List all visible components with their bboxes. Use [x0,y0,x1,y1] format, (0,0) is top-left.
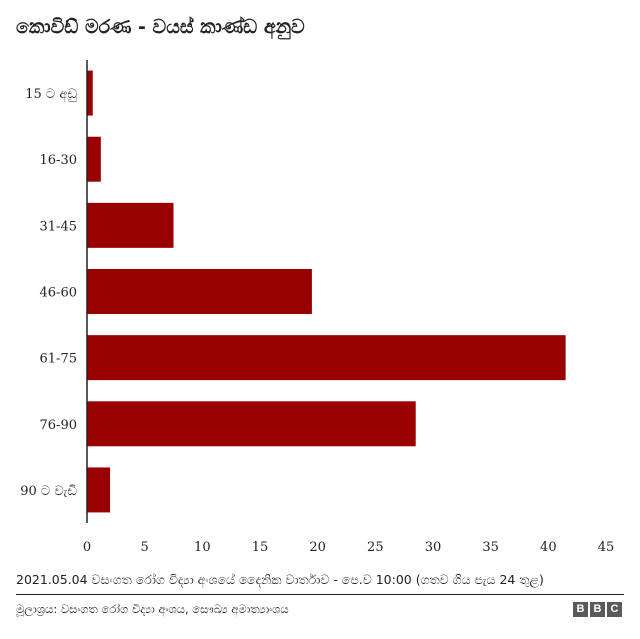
bar [87,401,416,447]
category-label: 90 ට වැඩි [20,484,77,499]
x-tick-label: 0 [83,540,91,555]
x-tick-label: 40 [540,540,557,555]
x-tick-label: 20 [309,540,326,555]
footer-divider [16,594,624,595]
x-tick-label: 35 [482,540,499,555]
bar [87,70,93,116]
bbc-logo-letter: B [573,602,588,617]
category-label: 16-30 [40,153,77,168]
x-tick-label: 30 [425,540,442,555]
bbc-logo-letter: C [607,602,622,617]
bar [87,269,312,314]
x-tick-label: 5 [141,540,149,555]
bbc-logo: B B C [573,602,622,617]
bar [87,467,111,513]
category-label: 15 ට අඩු [25,87,77,102]
x-tick-labels: 0 5 10 15 20 25 30 35 40 45 [83,540,614,555]
x-tick-label: 45 [598,540,615,555]
bars-group [87,70,566,513]
category-labels: 15 ට අඩු 16-30 31-45 46-60 61-75 76-90 90 ට වැ… [20,87,77,499]
bar [87,136,101,182]
x-tick-label: 15 [252,540,269,555]
category-label: 46-60 [40,286,77,301]
report-note: 2021.05.04 වසංගත රෝග විද්‍යා අංශයේ දෛනික… [16,572,544,587]
category-label: 31-45 [40,219,77,234]
x-tick-label: 25 [367,540,384,555]
bbc-logo-letter: B [590,602,605,617]
category-label: 61-75 [40,352,77,367]
source-text: මූලාශ්‍රය: වසංගත රෝග විද්‍යා අංශය, සෞඛ්‍… [16,602,289,616]
category-label: 76-90 [40,418,77,433]
chart-title: කොවිඩ් මරණ - වයස් කාණ්ඩ අනුව [16,16,305,38]
x-tick-label: 10 [194,540,211,555]
bar [87,335,566,381]
bar [87,202,174,248]
